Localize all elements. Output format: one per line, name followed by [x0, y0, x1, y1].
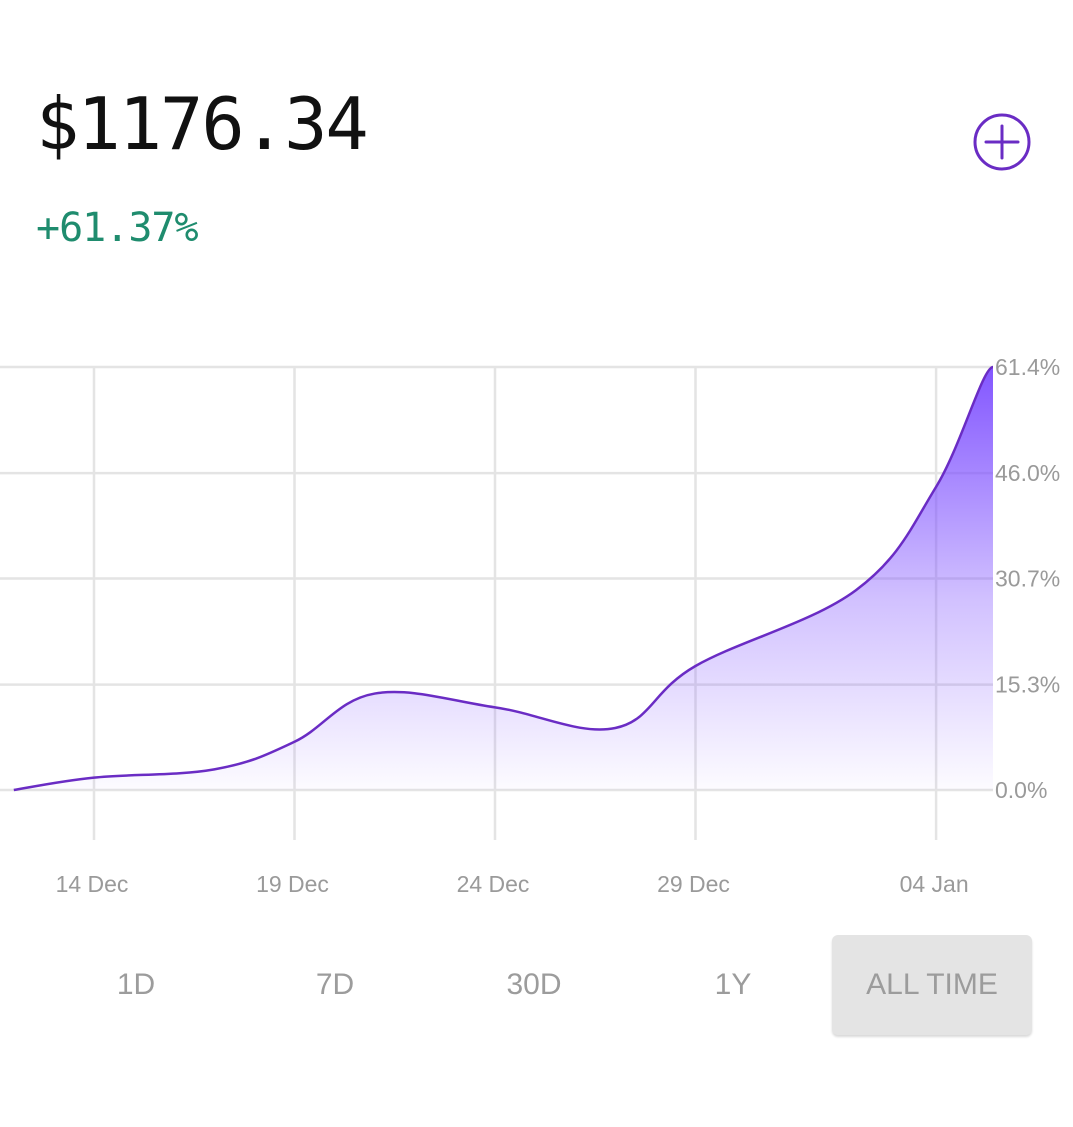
y-tick-label: 61.4% — [995, 354, 1060, 380]
range-1y-button[interactable]: 1Y — [714, 968, 752, 1001]
portfolio-balance: $1176.34 — [36, 82, 369, 166]
y-tick-label: 0.0% — [995, 777, 1047, 803]
y-tick-label: 30.7% — [995, 566, 1060, 592]
y-tick-label: 46.0% — [995, 460, 1060, 486]
x-tick-label: 29 Dec — [657, 871, 730, 897]
range-30d-button[interactable]: 30D — [506, 968, 562, 1001]
range-7d-button[interactable]: 7D — [315, 968, 355, 1001]
range-selector: 1D 7D 30D 1Y ALL TIME — [36, 935, 1036, 1035]
x-tick-label: 14 Dec — [56, 871, 129, 897]
plus-circle-icon — [973, 113, 1031, 171]
range-1d-button[interactable]: 1D — [116, 968, 156, 1001]
range-all-time-button[interactable]: ALL TIME — [832, 935, 1032, 1035]
chart-area — [13, 367, 994, 790]
portfolio-change: +61.37% — [36, 205, 199, 251]
x-tick-label: 19 Dec — [256, 871, 329, 897]
y-tick-label: 15.3% — [995, 672, 1060, 698]
x-tick-label: 24 Dec — [457, 871, 530, 897]
performance-chart: 0.0% 15.3% 30.7% 46.0% 61.4% 14 Dec 19 Dec 24 D… — [0, 354, 1060, 897]
chart-line — [13, 365, 994, 792]
add-button[interactable] — [970, 110, 1034, 174]
x-tick-label: 04 Jan — [900, 871, 969, 897]
